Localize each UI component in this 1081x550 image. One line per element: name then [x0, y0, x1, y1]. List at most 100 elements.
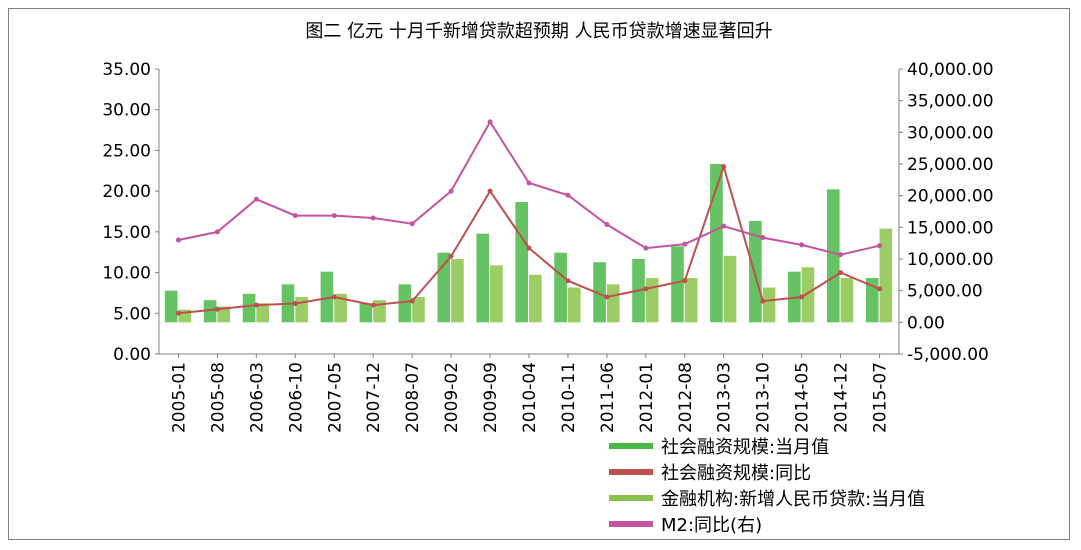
- bar: [723, 255, 737, 323]
- right-tick-label: 25,000.00: [907, 155, 994, 175]
- series-point: [565, 192, 571, 198]
- series-point: [760, 298, 766, 304]
- bar: [490, 265, 503, 323]
- bar: [515, 202, 528, 323]
- series-point: [682, 278, 688, 284]
- series-point: [643, 286, 649, 292]
- legend-label: 金融机构:新增人民币贷款:当月值: [661, 489, 925, 510]
- series-point: [448, 188, 454, 194]
- right-tick-label: 10,000.00: [907, 250, 994, 270]
- series-point: [292, 213, 298, 219]
- right-tick-label: 30,000.00: [907, 123, 994, 143]
- series-point: [175, 237, 181, 243]
- bar: [645, 278, 659, 323]
- x-tick-label: 2005-01: [169, 362, 189, 433]
- series-point: [370, 215, 376, 221]
- right-tick-label: 20,000.00: [907, 187, 994, 207]
- x-tick-label: 2013-10: [754, 362, 774, 433]
- right-tick-label: -5,000.00: [907, 345, 989, 365]
- x-tick-label: 2014-05: [793, 362, 813, 433]
- bar: [684, 278, 698, 323]
- chart-frame: 图二 亿元 十月千新增贷款超预期 人民币贷款增速显著回升 35.00 30.00 2…: [8, 8, 1070, 540]
- left-tick-label: 5.00: [113, 304, 151, 324]
- left-tick-label: 30.00: [102, 101, 151, 121]
- x-tick-label: 2011-06: [598, 362, 618, 433]
- series-point: [799, 294, 805, 300]
- series-point: [487, 119, 493, 125]
- right-tick-label: 0.00: [907, 313, 945, 333]
- x-tick-label: 2006-03: [247, 362, 267, 433]
- series-point: [253, 196, 259, 202]
- bar: [801, 267, 815, 323]
- left-tick-label: 15.00: [102, 223, 151, 243]
- bar: [164, 290, 178, 323]
- left-tick-label: 20.00: [102, 182, 151, 202]
- bar: [256, 303, 269, 323]
- series-point: [526, 180, 532, 186]
- bar: [554, 252, 567, 323]
- x-tick-label: 2010-04: [520, 362, 540, 433]
- x-tick-label: 2010-11: [559, 362, 579, 433]
- legend-label: 社会融资规模:当月值: [661, 437, 829, 458]
- bar: [217, 306, 231, 323]
- series-point: [799, 242, 805, 248]
- series-point: [448, 253, 454, 259]
- series-point: [526, 245, 532, 251]
- series-point: [604, 294, 610, 300]
- series-point: [643, 245, 649, 251]
- left-tick-label: 0.00: [113, 345, 151, 365]
- bar: [840, 278, 854, 323]
- right-tick-label: 35,000.00: [907, 92, 994, 112]
- bar: [242, 293, 256, 323]
- left-tick-label: 35.00: [102, 60, 151, 80]
- x-tick-label: 2012-08: [676, 362, 696, 433]
- bar: [529, 274, 542, 323]
- bar: [710, 164, 723, 323]
- x-tick-label: 2012-01: [637, 362, 657, 433]
- bar: [879, 228, 893, 323]
- series-point: [721, 164, 727, 170]
- legend-swatch: [609, 443, 653, 449]
- x-tick-label: 2007-12: [364, 362, 384, 433]
- chart-title: 图二 亿元 十月千新增贷款超预期 人民币贷款增速显著回升: [305, 21, 772, 42]
- bar: [606, 284, 620, 323]
- bar: [593, 262, 606, 323]
- series-point: [214, 229, 220, 235]
- legend-label: 社会融资规模:同比: [661, 463, 811, 484]
- series-point: [760, 235, 766, 241]
- legend-label: M2:同比(右): [661, 515, 762, 536]
- x-tick-label: 2009-02: [442, 362, 462, 433]
- x-tick-label: 2009-09: [481, 362, 501, 433]
- legend-swatch: [609, 495, 653, 501]
- bar: [203, 300, 217, 323]
- x-tick-label: 2015-07: [871, 362, 891, 433]
- bar: [749, 221, 762, 323]
- series-point: [838, 252, 844, 258]
- legend-swatch: [609, 521, 653, 527]
- x-tick-label: 2008-07: [403, 362, 423, 433]
- series-point: [409, 298, 415, 304]
- bar: [359, 303, 373, 323]
- series-point: [370, 302, 376, 308]
- series-point: [682, 241, 688, 247]
- series-point: [253, 302, 259, 308]
- right-tick-label: 5,000.00: [907, 282, 983, 302]
- x-tick-label: 2007-05: [325, 362, 345, 433]
- right-tick-label: 15,000.00: [907, 218, 994, 238]
- series-point: [877, 243, 883, 249]
- bar: [412, 297, 425, 323]
- series-point: [214, 306, 220, 312]
- series-point: [331, 294, 337, 300]
- bar: [671, 246, 684, 323]
- series-point: [175, 310, 181, 316]
- series-point: [721, 223, 727, 229]
- right-tick-label: 40,000.00: [907, 60, 994, 80]
- bar: [762, 287, 776, 323]
- bar: [476, 233, 490, 323]
- chart-plot: 图二 亿元 十月千新增贷款超预期 人民币贷款增速显著回升 35.00 30.00 2…: [102, 21, 994, 536]
- axes: [155, 68, 903, 358]
- bar: [567, 287, 581, 323]
- series-point: [331, 213, 337, 219]
- series-point: [292, 301, 298, 307]
